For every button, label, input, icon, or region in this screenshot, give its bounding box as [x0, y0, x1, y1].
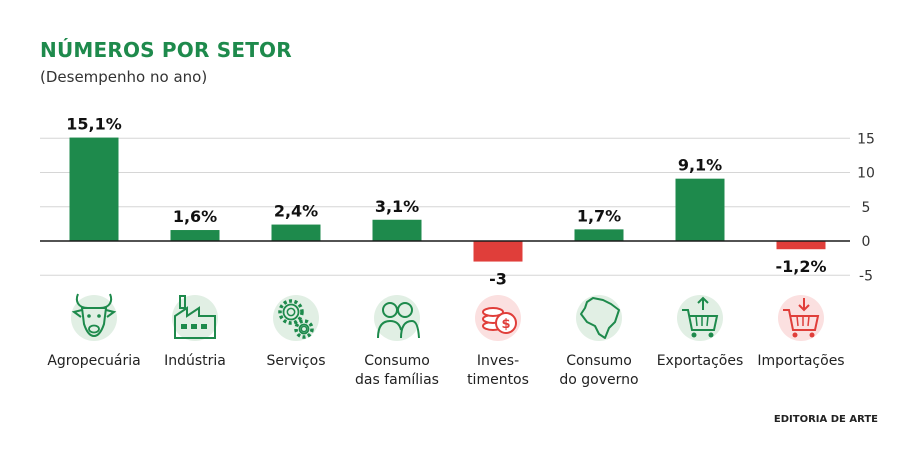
bar [372, 219, 422, 241]
bar [271, 224, 321, 241]
data-label: -1,2% [775, 257, 826, 276]
bar-chart: 15 10 5 0 -5 15,1% 1,6% 2,4% 3,1% -3 1,7% 9,1% -1,2%… [40, 115, 875, 341]
category-label: Inves-timentos [442, 352, 554, 390]
category-label: Exportações [644, 352, 756, 371]
y-tick-label: 5 [862, 200, 871, 216]
category-label-line: Consumo [364, 353, 430, 369]
category-label: Consumo do governo [543, 352, 655, 390]
brazil-map-icon [576, 295, 622, 341]
category-label-line: timentos [467, 372, 529, 388]
bar [170, 230, 220, 241]
category-label: Importações [745, 352, 857, 371]
category-label: Agropecuária [38, 352, 150, 371]
category-label-line: Consumo [566, 353, 632, 369]
category-label: Indústria [139, 352, 251, 371]
cart-export-icon [677, 295, 723, 341]
category-label: Consumo das famílias [341, 352, 453, 390]
gears-icon [273, 295, 319, 341]
bar [776, 241, 826, 250]
category-label-line: Serviços [266, 353, 326, 369]
data-label: 15,1% [66, 115, 122, 134]
category-label-line: Importações [757, 353, 845, 369]
category-label-line: Inves- [476, 353, 520, 369]
chart-title: NÚMEROS POR SETOR [40, 38, 292, 62]
bull-icon [71, 293, 117, 341]
y-tick-label: 15 [857, 131, 875, 147]
category-label-line: Indústria [164, 353, 226, 369]
data-label: -3 [489, 270, 507, 289]
credit-label: EDITORIA DE ARTE [773, 414, 878, 425]
category-label: Serviços [240, 352, 352, 371]
factory-icon [172, 295, 218, 341]
bar [675, 178, 725, 241]
bar [473, 241, 523, 262]
y-tick-label: -5 [859, 268, 873, 284]
data-label: 9,1% [678, 156, 722, 175]
cart-import-icon [778, 295, 824, 341]
data-label: 3,1% [375, 197, 419, 216]
bar [69, 137, 119, 241]
category-label-line: Agropecuária [47, 353, 141, 369]
chart-subtitle: (Desempenho no ano) [40, 68, 208, 86]
data-label: 1,6% [173, 207, 217, 226]
data-label: 1,7% [577, 206, 621, 225]
family-icon [374, 295, 420, 341]
category-label-line: das famílias [355, 372, 439, 388]
data-label: 2,4% [274, 202, 318, 221]
bar [574, 229, 624, 241]
category-label-line: Exportações [656, 353, 744, 369]
svg-text:$: $ [501, 317, 510, 332]
category-label-line: do governo [559, 372, 639, 388]
y-tick-label: 10 [857, 166, 875, 182]
coins-dollar-icon: $ [475, 295, 521, 341]
y-tick-label: 0 [862, 234, 871, 250]
